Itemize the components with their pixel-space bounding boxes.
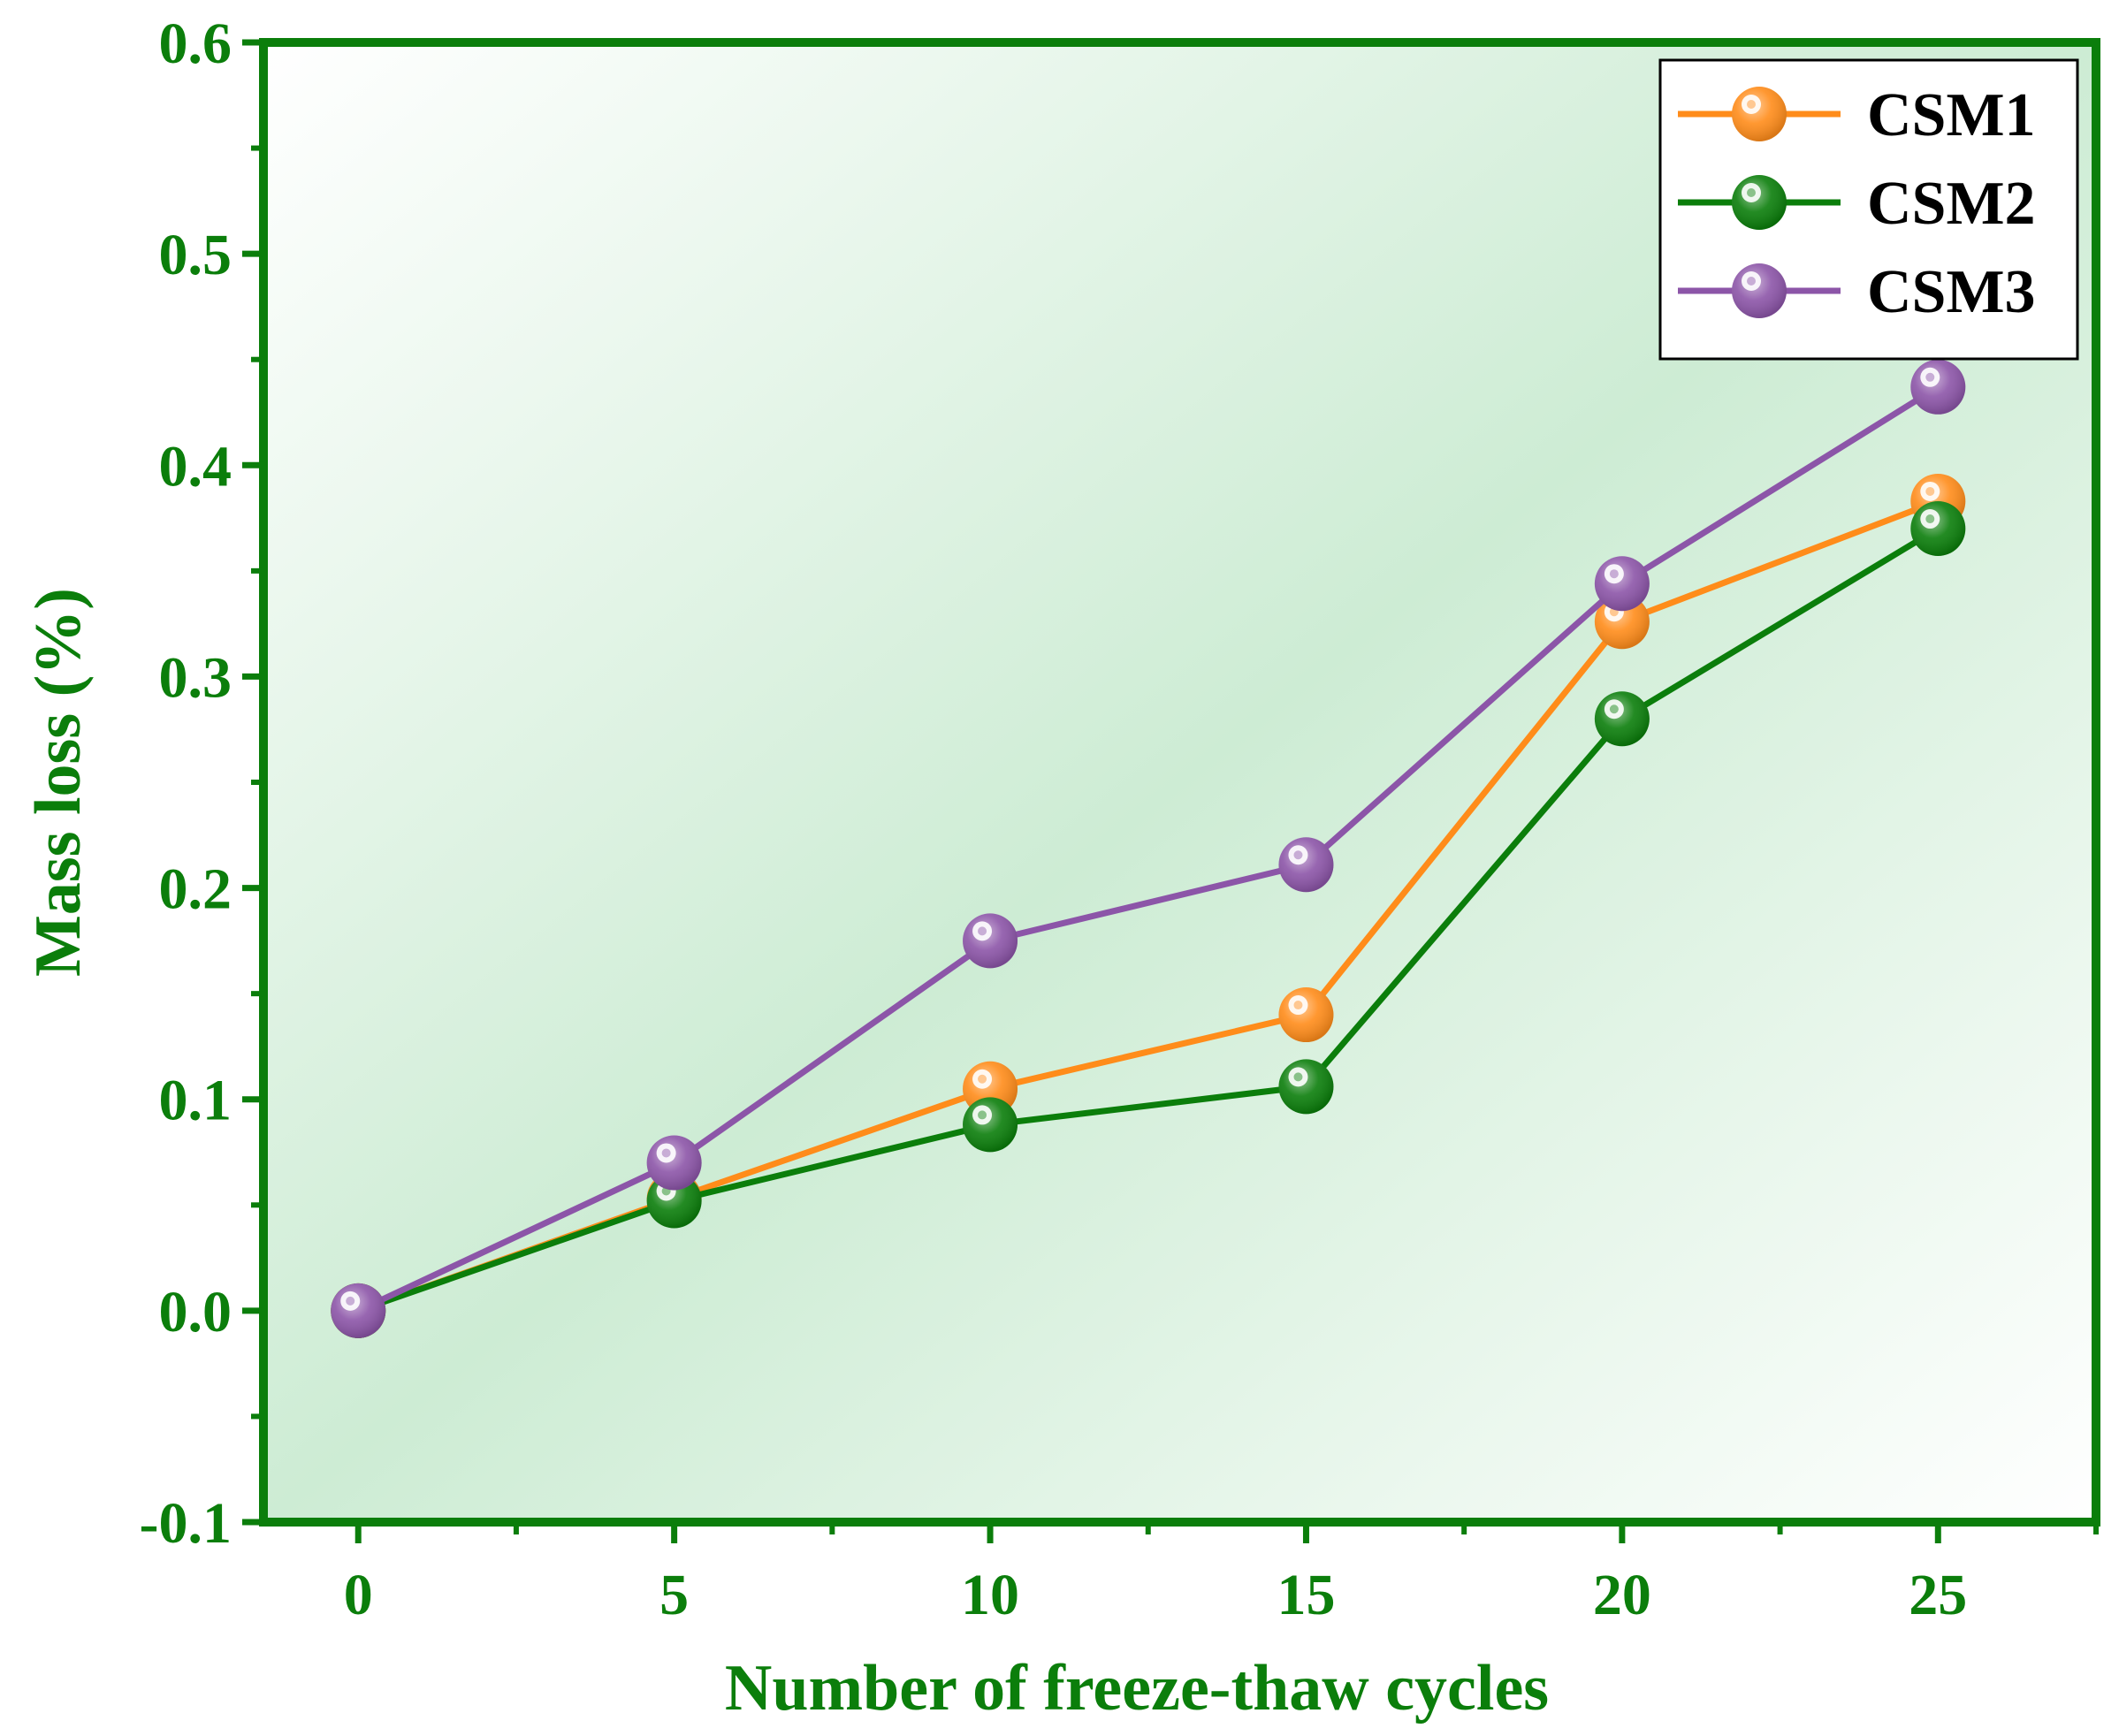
- legend-marker: [1732, 87, 1787, 141]
- x-axis-title: Number of freeze-thaw cycles: [725, 1652, 1549, 1725]
- data-point: [1278, 1059, 1334, 1115]
- legend-item-csm3: CSM3: [1678, 258, 2036, 326]
- legend-label: CSM1: [1867, 81, 2036, 149]
- y-tick-label: 0.1: [159, 1069, 232, 1133]
- data-point: [1278, 837, 1334, 893]
- data-point: [1594, 691, 1650, 747]
- legend-marker: [1732, 175, 1787, 230]
- x-tick-label: 25: [1909, 1563, 1967, 1627]
- y-tick-label: 0.4: [159, 434, 232, 499]
- legend-item-csm1: CSM1: [1678, 81, 2036, 149]
- data-point: [1910, 501, 1966, 557]
- data-point: [646, 1173, 702, 1229]
- legend-marker: [1732, 263, 1787, 318]
- legend-label: CSM2: [1867, 170, 2036, 238]
- data-point: [1910, 359, 1966, 415]
- legend: CSM1 CSM2 CSM3: [1658, 58, 2079, 361]
- legend-label: CSM3: [1867, 258, 2036, 326]
- data-point: [963, 1097, 1018, 1153]
- series-csm3: [331, 359, 1966, 1338]
- y-tick-label: 0.3: [159, 645, 232, 710]
- x-tick-label: 15: [1277, 1563, 1335, 1627]
- data-point: [1594, 594, 1650, 650]
- series-layer: [331, 359, 1966, 1338]
- y-tick-label: 0.0: [159, 1280, 232, 1344]
- x-tick-label: 20: [1593, 1563, 1651, 1627]
- y-tick-label: 0.2: [159, 857, 232, 922]
- x-tick-label: 10: [961, 1563, 1019, 1627]
- x-axis: 0 5 10 15 20 25: [344, 1522, 2099, 1627]
- data-point: [963, 913, 1018, 969]
- y-axis-title: Mass loss (%): [22, 588, 95, 977]
- legend-box: [1658, 58, 2079, 361]
- y-axis: -0.1 0.0 0.1 0.2 0.3 0.4 0.5 0.6: [140, 11, 263, 1556]
- y-tick-label: 0.6: [159, 11, 232, 76]
- data-point: [1594, 556, 1650, 612]
- y-tick-label: -0.1: [140, 1491, 232, 1556]
- x-tick-label: 0: [344, 1563, 373, 1627]
- series-line: [356, 384, 1940, 1314]
- x-tick-label: 5: [659, 1563, 689, 1627]
- data-point: [646, 1135, 702, 1191]
- y-tick-label: 0.5: [159, 223, 232, 287]
- data-point: [331, 1283, 386, 1338]
- data-point: [1278, 987, 1334, 1043]
- series-line: [357, 526, 1940, 1314]
- legend-item-csm2: CSM2: [1678, 170, 2036, 238]
